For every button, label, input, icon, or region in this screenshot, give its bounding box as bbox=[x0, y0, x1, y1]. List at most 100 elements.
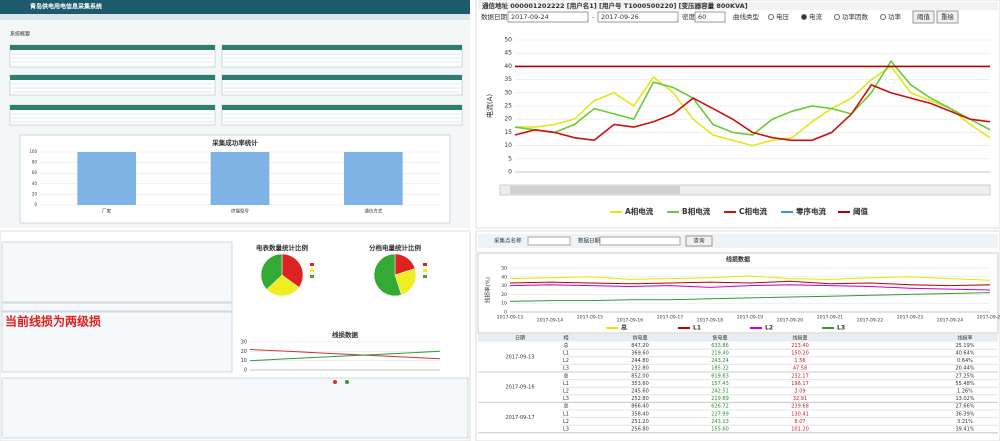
density: 60 bbox=[698, 13, 706, 21]
cell: 36.39% bbox=[955, 411, 974, 417]
x-tick-label: 2017-09-23 bbox=[897, 315, 923, 321]
cell: 243.24 bbox=[711, 358, 729, 364]
button[interactable] bbox=[912, 10, 935, 24]
radio[interactable] bbox=[768, 14, 774, 20]
cell: 27.66% bbox=[955, 404, 974, 410]
radio[interactable] bbox=[880, 14, 886, 20]
cell: 157.43 bbox=[711, 381, 729, 387]
x-tick-label: 2017-09-13 bbox=[497, 315, 523, 321]
button-label[interactable]: 阈值 bbox=[917, 12, 931, 21]
cell: L2 bbox=[563, 389, 569, 395]
y-tick-label: 40 bbox=[501, 274, 507, 280]
y-tick-label: 20 bbox=[501, 292, 507, 298]
series-line bbox=[509, 284, 991, 291]
column-header: 线损量 bbox=[792, 334, 807, 341]
x-tick-label: 2017-09-17 bbox=[657, 315, 683, 321]
y-axis-label: 线损率(%) bbox=[484, 277, 492, 303]
column-header: 相 bbox=[563, 334, 568, 341]
x-tick-label: 终端型号 bbox=[231, 208, 249, 215]
cell: 232.80 bbox=[631, 366, 649, 372]
y-tick-label: 0 bbox=[34, 202, 37, 207]
series-line bbox=[509, 292, 991, 302]
radio-label[interactable]: 电流 bbox=[809, 12, 823, 21]
date-to-input[interactable] bbox=[597, 11, 679, 23]
cell: 3.21% bbox=[957, 419, 973, 425]
y-tick-label: 10 bbox=[501, 301, 507, 307]
row-date: 2017-09-13 bbox=[505, 354, 534, 360]
cell: 1.56 bbox=[794, 358, 805, 364]
cell: 总 bbox=[563, 342, 568, 349]
legend-swatch bbox=[333, 380, 337, 384]
date-from-input[interactable] bbox=[507, 11, 589, 23]
point-input[interactable] bbox=[527, 236, 571, 246]
cell: 213.40 bbox=[791, 343, 809, 349]
row-date: 2017-09-17 bbox=[505, 415, 534, 421]
legend-label: A相电流 bbox=[625, 206, 654, 216]
chart-title: 线损数据 bbox=[726, 256, 750, 264]
button[interactable] bbox=[936, 10, 959, 24]
date-label: 数据日期 bbox=[481, 12, 508, 21]
legend-label: 总 bbox=[621, 324, 627, 332]
device-info: 通信地址 000001202222 [用户名1] [用户号 T100050022… bbox=[482, 1, 748, 10]
cell: 626.72 bbox=[711, 404, 729, 410]
y-tick-label: 50 bbox=[501, 266, 507, 272]
app-title: 青岛供电用电信息采集系统 bbox=[30, 3, 102, 11]
loss-alert: 当前线损为两级损 bbox=[5, 314, 101, 329]
cell: 252.80 bbox=[631, 396, 649, 402]
cell: L3 bbox=[563, 396, 569, 402]
legend-label: 零序电流 bbox=[795, 206, 826, 216]
column-header: 线损率 bbox=[957, 334, 972, 341]
radio[interactable] bbox=[801, 14, 807, 20]
cell: 369.60 bbox=[631, 351, 649, 357]
radio[interactable] bbox=[834, 14, 840, 20]
y-tick-label: 35 bbox=[504, 76, 512, 83]
y-tick-label: 20 bbox=[241, 349, 247, 355]
y-tick-label: 80 bbox=[32, 160, 38, 165]
legend-label: L2 bbox=[765, 325, 773, 332]
cell: 27.25% bbox=[955, 373, 974, 379]
scroll-thumb[interactable] bbox=[510, 186, 680, 194]
legend-swatch bbox=[423, 269, 427, 272]
legend-label: L3 bbox=[837, 325, 845, 332]
app-header bbox=[0, 0, 470, 14]
radio-label[interactable]: 功率因数 bbox=[842, 12, 869, 21]
x-tick-label: 2017-09-15 bbox=[577, 315, 603, 321]
pie-slice bbox=[373, 253, 402, 297]
pie-slice bbox=[394, 268, 417, 296]
radio-label[interactable]: 功率 bbox=[888, 12, 902, 21]
info-bar bbox=[478, 2, 998, 10]
sub-bar bbox=[0, 14, 470, 20]
x-tick-label: 2017-09-22 bbox=[857, 318, 883, 324]
bar bbox=[77, 152, 136, 205]
pie-slice bbox=[260, 253, 283, 290]
density-select[interactable] bbox=[694, 11, 726, 23]
button-label[interactable]: 重绘 bbox=[941, 12, 955, 21]
query-label[interactable]: 查询 bbox=[693, 237, 705, 245]
y-tick-label: 10 bbox=[241, 358, 247, 364]
scrollbar[interactable] bbox=[499, 184, 991, 196]
radio-label[interactable]: 电压 bbox=[776, 12, 790, 21]
y-tick-label: 15 bbox=[504, 129, 512, 136]
date-input[interactable] bbox=[599, 236, 681, 246]
cell: 总 bbox=[563, 372, 568, 379]
cell: 32.91 bbox=[793, 396, 807, 402]
cell: 13.02% bbox=[955, 396, 974, 402]
y-tick-label: 0 bbox=[508, 169, 512, 176]
cell: 25.19% bbox=[955, 343, 974, 349]
y-tick-label: 60 bbox=[32, 170, 38, 175]
y-tick-label: 30 bbox=[241, 340, 247, 346]
date-from: 2017-09-24 bbox=[511, 13, 549, 21]
cell: 39.41% bbox=[955, 427, 974, 433]
query-button[interactable] bbox=[685, 235, 713, 247]
cell: 243.13 bbox=[711, 419, 729, 425]
legend-swatch bbox=[310, 269, 314, 272]
x-tick-label: 2017-09-20 bbox=[777, 318, 803, 324]
series-line bbox=[514, 59, 991, 136]
y-tick-label: 10 bbox=[504, 142, 512, 149]
date-dash: - bbox=[592, 13, 595, 21]
y-tick-label: 5 bbox=[508, 155, 512, 162]
y-tick-label: 20 bbox=[32, 191, 38, 196]
cell: 101.20 bbox=[791, 427, 809, 433]
bar bbox=[210, 152, 270, 205]
